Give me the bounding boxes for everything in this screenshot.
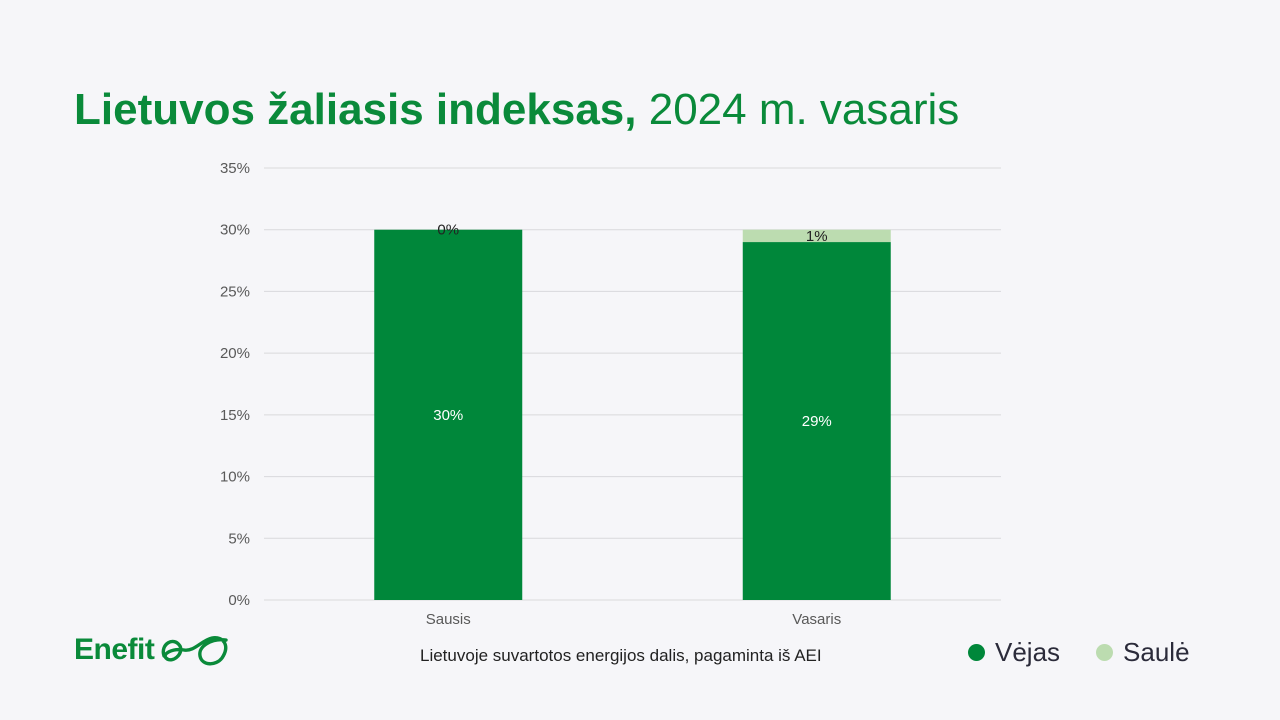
bar-vejas (742, 242, 891, 601)
enefit-logo: Enefit (74, 630, 234, 670)
legend-item-saule: Saulė (1096, 637, 1190, 668)
legend-label-saule: Saulė (1123, 637, 1190, 667)
y-tick-label: 15% (220, 407, 250, 424)
data-label: 30% (433, 407, 463, 424)
bar-vejas (374, 229, 523, 600)
title-normal: 2024 m. vasaris (648, 85, 960, 134)
y-tick-label: 35% (220, 160, 250, 177)
x-tick-label: Vasaris (792, 611, 841, 628)
data-label: 0% (437, 222, 459, 239)
data-label: 29% (802, 413, 832, 430)
chart-legend: Vėjas Saulė (968, 637, 1190, 668)
legend-label-vejas: Vėjas (995, 637, 1061, 667)
legend-swatch-saule (1096, 644, 1114, 661)
data-label: 1% (806, 228, 828, 245)
enefit-swirl-icon (161, 636, 229, 666)
y-tick-label: 20% (220, 345, 250, 362)
title-bold: Lietuvos žaliasis indeksas, (74, 85, 637, 134)
y-tick-label: 10% (220, 469, 250, 486)
x-tick-label: Sausis (426, 611, 471, 628)
bar-saule (742, 229, 891, 243)
legend-swatch-vejas (968, 644, 985, 661)
page-title: Lietuvos žaliasis indeksas, 2024 m. vasa… (74, 84, 959, 136)
logo-text: Enefit (74, 633, 155, 666)
chart-caption: Lietuvoje suvartotos energijos dalis, pa… (420, 646, 822, 665)
y-tick-label: 25% (220, 283, 250, 300)
y-tick-label: 30% (220, 222, 250, 239)
legend-item-vejas: Vėjas (968, 637, 1060, 668)
y-tick-label: 0% (228, 592, 250, 609)
y-tick-label: 5% (228, 530, 250, 547)
